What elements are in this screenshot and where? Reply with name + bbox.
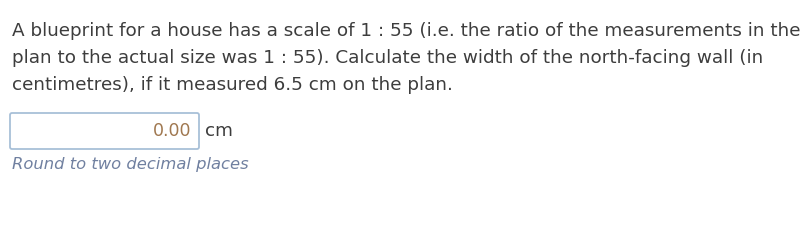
Text: Round to two decimal places: Round to two decimal places: [12, 157, 249, 172]
Text: plan to the actual size was 1 : 55). Calculate the width of the north-facing wal: plan to the actual size was 1 : 55). Cal…: [12, 49, 763, 67]
FancyBboxPatch shape: [10, 113, 199, 149]
Text: cm: cm: [205, 122, 233, 140]
Text: A blueprint for a house has a scale of 1 : 55 (i.e. the ratio of the measurement: A blueprint for a house has a scale of 1…: [12, 22, 801, 40]
Text: centimetres), if it measured 6.5 cm on the plan.: centimetres), if it measured 6.5 cm on t…: [12, 76, 453, 94]
Text: 0.00: 0.00: [153, 122, 191, 140]
